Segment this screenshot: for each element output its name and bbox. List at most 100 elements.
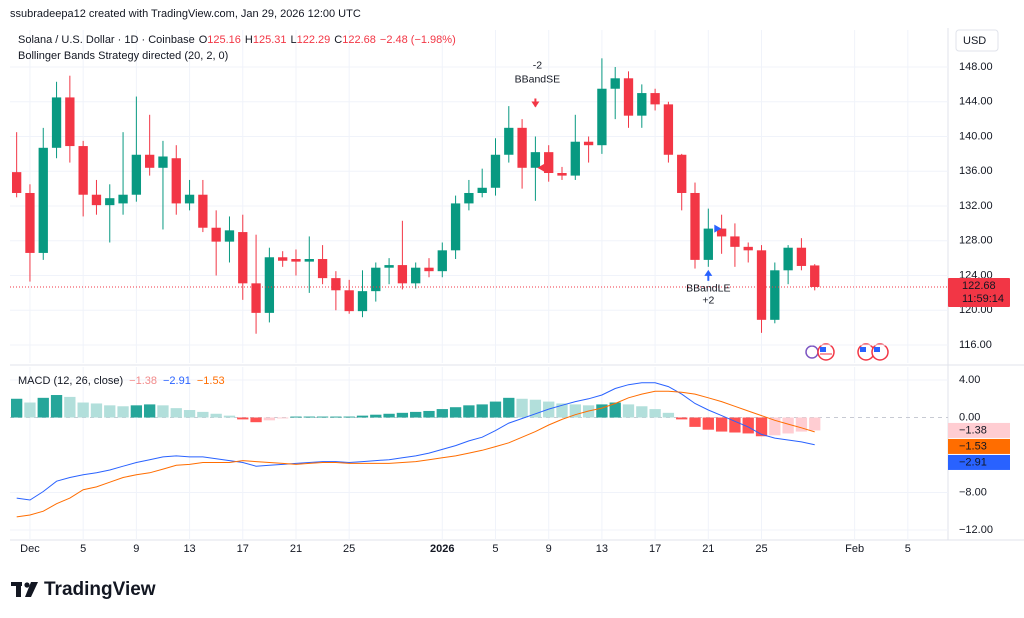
value-box bbox=[948, 422, 1010, 438]
event-icon[interactable] bbox=[805, 345, 819, 359]
histogram-bar bbox=[197, 411, 209, 418]
x-tick-label: 5 bbox=[492, 543, 498, 555]
y-tick-label: 116.00 bbox=[959, 339, 992, 351]
candle-body bbox=[291, 259, 301, 262]
histogram-bar bbox=[250, 417, 262, 423]
y-tick-label: 120.00 bbox=[959, 304, 993, 316]
histogram-bar bbox=[396, 412, 409, 418]
histogram-bar bbox=[556, 403, 568, 418]
candle-body bbox=[424, 267, 434, 272]
candle-body bbox=[105, 198, 115, 206]
candle-body bbox=[198, 194, 208, 228]
annotation-text: -2 bbox=[533, 59, 542, 71]
y-tick-label: 144.00 bbox=[959, 96, 993, 108]
last-price-box bbox=[948, 277, 1010, 307]
candle-body bbox=[91, 194, 102, 206]
x-tick-label: 9 bbox=[133, 543, 139, 555]
signal-arrowhead bbox=[704, 269, 713, 276]
indicator-name: Bollinger Bands Strategy directed (20, 2… bbox=[18, 50, 228, 62]
candle-body bbox=[530, 152, 541, 168]
x-tick-label: 2026 bbox=[430, 543, 454, 555]
x-tick-label: 5 bbox=[905, 543, 911, 555]
value-box-label: −1.53 bbox=[959, 440, 987, 452]
histogram-bar bbox=[144, 404, 156, 418]
ohlc-value: 122.68 bbox=[342, 34, 376, 46]
histogram-bar bbox=[529, 399, 542, 418]
histogram-bar bbox=[223, 415, 236, 418]
currency-button[interactable] bbox=[955, 29, 999, 52]
y-tick-label: 128.00 bbox=[959, 235, 993, 247]
candle-body bbox=[743, 246, 753, 251]
candle-body bbox=[437, 250, 447, 272]
y-tick-label: 0.00 bbox=[959, 411, 980, 423]
candle-body bbox=[490, 154, 501, 188]
candle-body bbox=[25, 192, 35, 253]
histogram-bar bbox=[689, 417, 701, 427]
histogram-bar bbox=[463, 405, 475, 418]
signal-marker bbox=[714, 224, 722, 233]
legend-value: −1.53 bbox=[197, 375, 225, 387]
brand-name: TradingView bbox=[44, 579, 156, 600]
histogram-bar bbox=[569, 404, 581, 418]
x-tick-label: 13 bbox=[183, 543, 195, 555]
histogram-bar bbox=[290, 416, 302, 418]
histogram-bar bbox=[117, 406, 129, 418]
x-tick-label: Dec bbox=[20, 543, 40, 555]
candle-body bbox=[450, 203, 461, 251]
candle-body bbox=[224, 230, 235, 242]
histogram-bar bbox=[383, 413, 395, 418]
value-box bbox=[948, 454, 1010, 470]
candle-body bbox=[264, 257, 275, 313]
candle-body bbox=[464, 192, 474, 204]
histogram-bar bbox=[795, 417, 808, 432]
logo-part bbox=[16, 582, 21, 597]
histogram-bar bbox=[410, 411, 422, 418]
y-tick-label: 132.00 bbox=[959, 200, 993, 212]
candle-body bbox=[384, 265, 394, 268]
candle-body bbox=[557, 172, 567, 176]
histogram-bar bbox=[742, 417, 754, 434]
indicator-line bbox=[16, 382, 815, 501]
candle-body bbox=[411, 267, 421, 284]
signal-arrowhead bbox=[531, 101, 540, 108]
x-tick-label: 9 bbox=[546, 543, 552, 555]
candle-body bbox=[131, 154, 142, 195]
last-price-label: 122.68 bbox=[962, 280, 996, 292]
brand-logo bbox=[11, 582, 38, 597]
histogram-bar bbox=[277, 417, 289, 419]
histogram-bar bbox=[809, 417, 821, 431]
signal-marker bbox=[537, 163, 545, 172]
flag-canton bbox=[820, 347, 826, 352]
histogram-bar bbox=[449, 407, 462, 418]
candle-body bbox=[796, 247, 807, 266]
candle-body bbox=[477, 187, 487, 193]
candle-body bbox=[637, 93, 647, 116]
histogram-bar bbox=[237, 417, 249, 420]
histogram-bar bbox=[676, 417, 688, 420]
credit: ssubradeepa12 created with TradingView.c… bbox=[10, 8, 361, 20]
ohlc-value: 125.31 bbox=[253, 34, 287, 46]
x-tick-label: 25 bbox=[343, 543, 355, 555]
annotation-text: BBandSE bbox=[515, 73, 561, 85]
candle-body bbox=[610, 78, 620, 89]
annotation-text: BBandLE bbox=[686, 283, 730, 295]
flag-canton bbox=[860, 347, 866, 352]
histogram-bar bbox=[104, 405, 116, 418]
event-icons bbox=[805, 343, 889, 361]
currency-label: USD bbox=[963, 35, 986, 47]
candle-body bbox=[344, 290, 354, 312]
histogram-bar bbox=[489, 401, 502, 418]
indicator-line bbox=[16, 390, 815, 518]
histogram-bar bbox=[782, 417, 794, 434]
candle-body bbox=[597, 88, 607, 146]
candle-body bbox=[145, 154, 155, 168]
histogram-bar bbox=[157, 405, 169, 418]
candle-body bbox=[78, 146, 88, 195]
candle-body bbox=[11, 172, 22, 193]
histogram-bar bbox=[436, 409, 448, 418]
histogram-bar bbox=[64, 396, 76, 418]
x-tick-label: 13 bbox=[596, 543, 608, 555]
candle-body bbox=[544, 152, 554, 173]
x-tick-label: 17 bbox=[237, 543, 249, 555]
